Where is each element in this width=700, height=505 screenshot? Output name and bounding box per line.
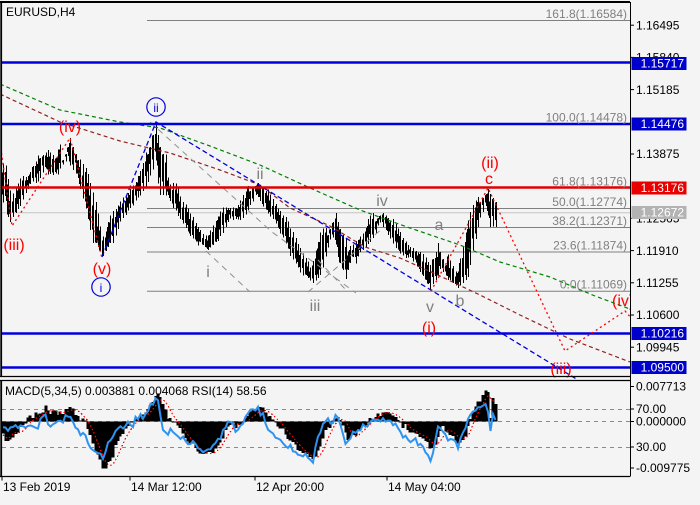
svg-text:1.16495: 1.16495 (636, 18, 680, 32)
svg-text:12 Apr 20:00: 12 Apr 20:00 (256, 480, 324, 494)
svg-text:(iv): (iv) (612, 293, 634, 310)
svg-text:i: i (100, 281, 103, 295)
svg-text:c: c (485, 171, 493, 188)
svg-text:14 May 04:00: 14 May 04:00 (388, 480, 461, 494)
svg-text:0.0(1.11069): 0.0(1.11069) (560, 278, 627, 292)
svg-text:50.0(1.12774): 50.0(1.12774) (552, 195, 627, 209)
svg-text:1.12672: 1.12672 (641, 206, 685, 220)
svg-text:161.8(1.16584): 161.8(1.16584) (546, 7, 627, 21)
svg-text:38.2(1.12371): 38.2(1.12371) (552, 214, 627, 228)
svg-text:(v): (v) (93, 261, 112, 278)
svg-text:iii: iii (310, 298, 321, 315)
svg-text:0.007713: 0.007713 (636, 380, 686, 394)
svg-text:23.6(1.11874): 23.6(1.11874) (553, 239, 627, 253)
svg-text:a: a (435, 217, 444, 234)
svg-text:1.15717: 1.15717 (641, 57, 685, 71)
svg-text:b: b (456, 293, 465, 310)
svg-text:(iii): (iii) (550, 361, 571, 378)
svg-text:iv: iv (376, 193, 388, 210)
svg-text:(iii): (iii) (3, 237, 24, 254)
svg-text:14 Mar 12:00: 14 Mar 12:00 (131, 480, 202, 494)
svg-text:1.11910: 1.11910 (636, 244, 679, 258)
svg-text:0.000000: 0.000000 (636, 415, 686, 429)
svg-text:1.14476: 1.14476 (641, 117, 685, 131)
svg-text:61.8(1.13176): 61.8(1.13176) (552, 175, 627, 189)
svg-text:-0.009775: -0.009775 (636, 461, 690, 475)
svg-text:1.13875: 1.13875 (636, 147, 680, 161)
svg-text:MACD(5,34,5) 0.003881 0.004068: MACD(5,34,5) 0.003881 0.004068 RSI(14) 5… (5, 384, 267, 398)
svg-text:(i): (i) (422, 320, 436, 337)
svg-text:(ii): (ii) (481, 155, 499, 172)
svg-text:ii: ii (153, 101, 158, 115)
svg-text:1.09500: 1.09500 (641, 361, 685, 375)
svg-text:1.10216: 1.10216 (641, 327, 685, 341)
svg-text:1.15185: 1.15185 (636, 83, 680, 97)
svg-text:v: v (426, 299, 434, 316)
svg-text:1.11255: 1.11255 (636, 276, 679, 290)
svg-text:EURUSD,H4: EURUSD,H4 (6, 5, 76, 19)
svg-text:1.13176: 1.13176 (641, 181, 685, 195)
svg-text:30.00: 30.00 (636, 440, 666, 454)
svg-text:1.10600: 1.10600 (636, 308, 680, 322)
svg-text:(iv): (iv) (59, 119, 81, 136)
svg-text:ii: ii (256, 166, 263, 183)
svg-text:13 Feb 2019: 13 Feb 2019 (3, 480, 71, 494)
svg-text:70.00: 70.00 (636, 402, 666, 416)
svg-text:i: i (206, 264, 210, 281)
svg-text:100.0(1.14478): 100.0(1.14478) (546, 111, 627, 125)
svg-text:1.09945: 1.09945 (636, 340, 680, 354)
